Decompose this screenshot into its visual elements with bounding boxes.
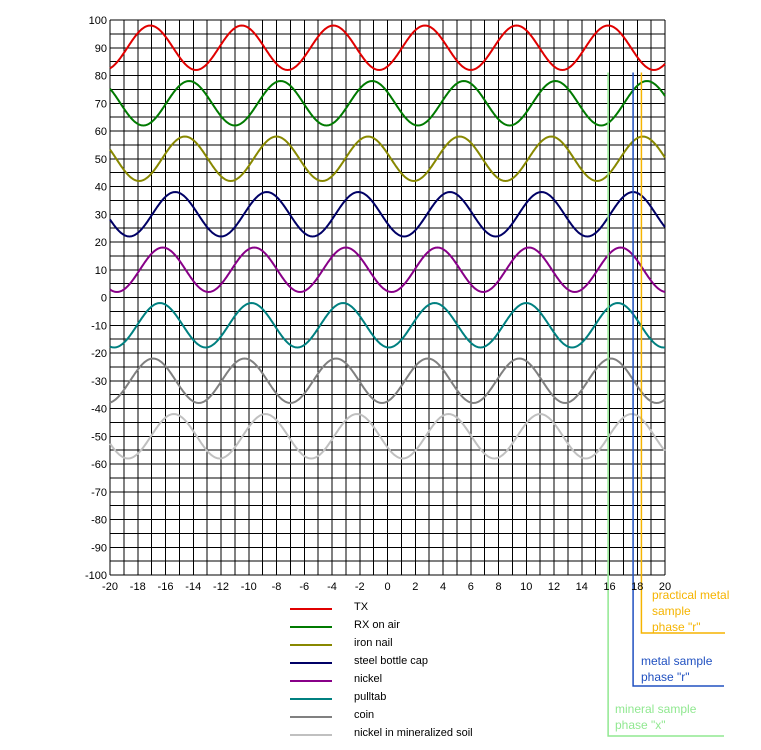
legend-label-coin: coin xyxy=(354,709,375,721)
legend-swatch-iron-nail xyxy=(290,644,332,646)
x-tick-label: 6 xyxy=(468,581,474,593)
y-tick-label: -40 xyxy=(91,404,107,416)
legend-swatch-steel-bottle-cap xyxy=(290,662,332,664)
legend-label-iron-nail: iron nail xyxy=(354,637,393,649)
annotation-markers xyxy=(607,72,725,737)
legend-swatch-nickel-in-mineralized-soil xyxy=(290,734,332,736)
legend: TX RX on air iron nail steel bottle cap … xyxy=(288,600,488,744)
annotation-practical-metal-sample: practical metal sample phase "r" xyxy=(652,587,729,635)
x-tick-label: -4 xyxy=(327,581,337,593)
annotation-line: phase "r" xyxy=(652,620,701,634)
x-tick-label: -18 xyxy=(130,581,146,593)
legend-label-nickel: nickel xyxy=(354,673,383,685)
y-tick-label: 70 xyxy=(95,98,107,110)
x-tick-label: 8 xyxy=(495,581,501,593)
x-tick-label: 12 xyxy=(548,581,560,593)
y-tick-label: -10 xyxy=(91,320,107,332)
legend-item: TX xyxy=(288,600,488,618)
series-line-rx-on-air xyxy=(109,80,666,127)
legend-item: iron nail xyxy=(288,636,488,654)
annotation-mineral-sample: mineral sample phase "x" xyxy=(615,701,696,733)
legend-label-steel-bottle-cap: steel bottle cap xyxy=(354,655,428,667)
y-tick-label: -20 xyxy=(91,348,107,360)
y-tick-label: 60 xyxy=(95,126,107,138)
x-tick-label: 20 xyxy=(659,581,671,593)
legend-item: nickel in mineralized soil xyxy=(288,726,488,744)
y-tick-label: 10 xyxy=(95,265,107,277)
annotation-metal-sample: metal sample phase "r" xyxy=(641,653,712,685)
legend-swatch-pulltab xyxy=(290,698,332,700)
annotation-marker-metal xyxy=(632,72,724,687)
y-tick-label: -100 xyxy=(85,570,107,582)
x-tick-label: -12 xyxy=(213,581,229,593)
tick-labels: -20 -18 -16 -14 -12 -10 -8 -6 -4 -2 0 2 4 6 8 10 12 14 16 1… xyxy=(85,15,671,593)
x-tick-label: -6 xyxy=(299,581,309,593)
annotation-line: practical metal xyxy=(652,588,730,602)
y-tick-label: 20 xyxy=(95,237,107,249)
series-line-nickel-in-mineralized-soil xyxy=(109,413,666,460)
legend-label-nickel-in-mineralized-soil: nickel in mineralized soil xyxy=(354,727,473,739)
series-line-nickel xyxy=(109,246,666,293)
annotation-marker-mineral xyxy=(607,72,724,737)
x-tick-label: 2 xyxy=(412,581,418,593)
annotation-line: mineral sample xyxy=(615,702,697,716)
y-tick-label: 50 xyxy=(95,154,107,166)
legend-swatch-nickel xyxy=(290,680,332,682)
legend-swatch-coin xyxy=(290,716,332,718)
x-tick-label: -8 xyxy=(272,581,282,593)
series-line-coin xyxy=(109,357,666,404)
x-tick-label: 16 xyxy=(603,581,615,593)
y-tick-label: 100 xyxy=(89,15,107,27)
legend-label-rx-on-air: RX on air xyxy=(354,619,400,631)
legend-item: pulltab xyxy=(288,690,488,708)
x-tick-label: 4 xyxy=(440,581,446,593)
x-tick-label: 18 xyxy=(631,581,643,593)
y-tick-label: -90 xyxy=(91,542,107,554)
y-tick-label: 40 xyxy=(95,182,107,194)
series-group xyxy=(109,24,666,460)
x-tick-label: -16 xyxy=(158,581,174,593)
y-tick-label: 90 xyxy=(95,43,107,55)
y-tick-label: -80 xyxy=(91,515,107,527)
x-tick-label: 10 xyxy=(520,581,532,593)
y-tick-label: -30 xyxy=(91,376,107,388)
y-tick-label: 30 xyxy=(95,209,107,221)
x-tick-label: -2 xyxy=(355,581,365,593)
legend-item: RX on air xyxy=(288,618,488,636)
y-tick-label: -70 xyxy=(91,487,107,499)
annotation-line: phase "r" xyxy=(641,670,690,684)
annotation-line: sample xyxy=(652,604,691,618)
x-tick-label: -10 xyxy=(241,581,257,593)
series-line-tx xyxy=(109,24,666,71)
y-tick-label: -50 xyxy=(91,431,107,443)
legend-label-tx: TX xyxy=(354,601,369,613)
annotation-line: phase "x" xyxy=(615,718,666,732)
legend-label-pulltab: pulltab xyxy=(354,691,387,703)
legend-item: coin xyxy=(288,708,488,726)
series-line-pulltab xyxy=(109,302,666,349)
x-tick-label: 14 xyxy=(576,581,588,593)
legend-swatch-rx-on-air xyxy=(290,626,332,628)
annotation-line: metal sample xyxy=(641,654,713,668)
annotation-marker-practical xyxy=(640,72,725,634)
y-tick-label: 80 xyxy=(95,71,107,83)
series-line-steel-bottle-cap xyxy=(109,191,666,238)
legend-item: nickel xyxy=(288,672,488,690)
y-tick-label: 0 xyxy=(101,293,107,305)
legend-item: steel bottle cap xyxy=(288,654,488,672)
x-tick-label: -14 xyxy=(185,581,201,593)
x-tick-label: 0 xyxy=(384,581,390,593)
x-tick-label: -20 xyxy=(102,581,118,593)
series-line-iron-nail xyxy=(109,135,666,182)
legend-swatch-tx xyxy=(290,608,332,610)
y-tick-label: -60 xyxy=(91,459,107,471)
grid xyxy=(109,19,666,576)
